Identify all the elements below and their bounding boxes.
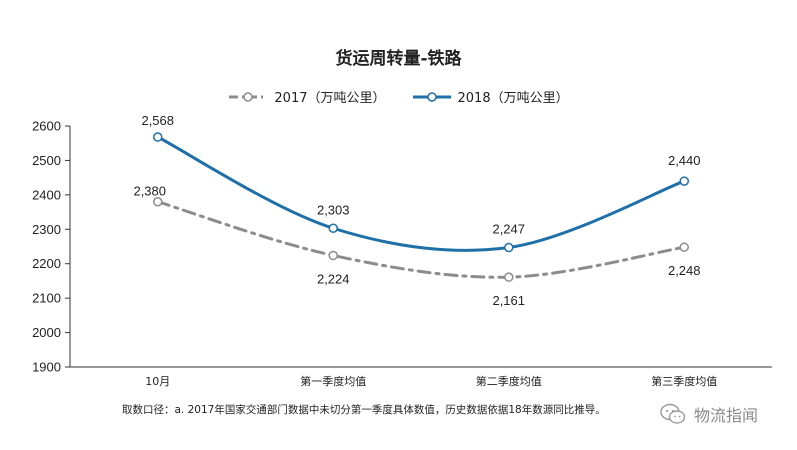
footnote: 取数口径：a. 2017年国家交通部门数据中未切分第一季度具体数值，历史数据依据… [122,404,606,416]
y-tick-label: 2400 [32,187,61,202]
series-point-0 [504,272,514,282]
legend-item-2018: 2018（万吨公里） [412,87,569,106]
series-point-0 [328,250,338,261]
series-point-0 [153,196,163,207]
legend-swatch-2018 [412,91,451,102]
legend-item-2017: 2017（万吨公里） [228,87,386,106]
data-label-0: 2,380 [133,184,166,199]
data-label-1: 2,440 [668,153,701,168]
series-line-1 [156,135,686,252]
series-point-1 [328,223,338,234]
y-tick-label: 2600 [32,119,61,134]
legend-swatch-2017 [229,91,268,102]
watermark-text: 物流指闻 [694,406,759,425]
x-tick-label: 第一季度均值 [300,374,366,388]
series-point-1 [504,242,514,253]
data-label-1: 2,303 [317,202,350,217]
y-tick-label: 2200 [32,256,61,271]
legend-label-2017: 2017（万吨公里） [274,91,386,106]
x-tick-label: 第三季度均值 [651,374,717,388]
data-label-1: 2,247 [492,222,525,237]
data-label-1: 2,568 [141,113,174,128]
y-tick-label: 1900 [32,360,61,375]
watermark: 物流指闻 [660,402,758,426]
y-tick-label: 2500 [32,153,61,168]
legend: 2017（万吨公里） 2018（万吨公里） [0,87,797,106]
legend-label-2018: 2018（万吨公里） [457,91,569,106]
series-point-0 [679,242,689,252]
x-tick-label: 10月 [145,375,170,388]
series-point-1 [153,132,163,142]
data-label-0: 2,248 [668,263,701,278]
chart-title: 货运周转量-铁路 [335,49,462,69]
wechat-icon [660,403,686,424]
series-point-1 [679,176,689,186]
series-line-0 [156,200,686,279]
y-tick-label: 2300 [32,222,61,237]
data-label-0: 2,161 [492,293,525,308]
y-tick-label: 2000 [32,325,61,340]
y-tick-label: 2100 [32,291,61,306]
data-label-0: 2,224 [317,271,350,286]
x-tick-label: 第二季度均值 [476,374,542,388]
